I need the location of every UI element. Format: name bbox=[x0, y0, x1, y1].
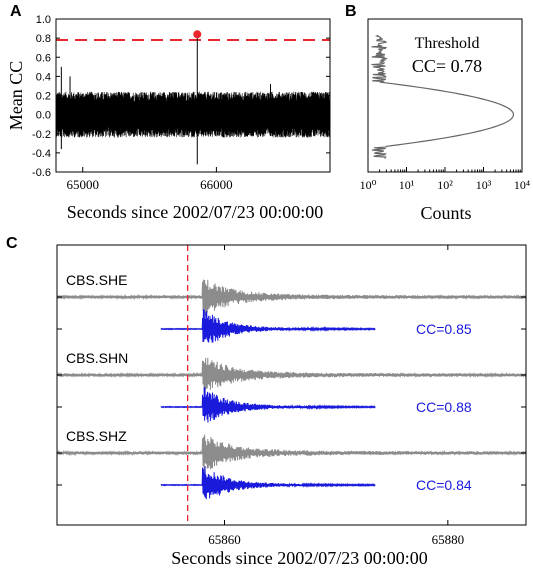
observed-trace bbox=[56, 279, 527, 316]
station-label: CBS.SHN bbox=[66, 350, 128, 366]
x-axis-ticks: 65000 66000 bbox=[66, 167, 233, 192]
panel-label-a: A bbox=[10, 3, 22, 20]
y-tick-label: -0.2 bbox=[32, 129, 51, 141]
x-axis-label: Seconds since 2002/07/23 00:00:00 bbox=[171, 548, 427, 568]
x-tick-label: 65860 bbox=[208, 532, 241, 547]
threshold-value: CC= 0.78 bbox=[412, 56, 482, 76]
y-tick-label: 0.0 bbox=[36, 110, 51, 122]
observed-trace bbox=[56, 434, 527, 473]
x-tick-label: 10³ bbox=[476, 178, 492, 192]
x-axis-label: Counts bbox=[420, 203, 471, 223]
y-tick-label: 0.2 bbox=[36, 91, 51, 103]
y-axis-ticks: 1.0 0.8 0.6 0.4 0.2 0.0 -0.2 -0.4 -0.6 bbox=[32, 14, 330, 179]
cc-spikes bbox=[60, 66, 272, 150]
x-tick-label: 65880 bbox=[432, 532, 465, 547]
x-axis-label: Seconds since 2002/07/23 00:00:00 bbox=[67, 202, 323, 222]
panel-c: 65860 65880 CBS.SHECC=0.85CBS.SHNCC=0.88C… bbox=[56, 244, 527, 568]
x-tick-label: 10⁴ bbox=[514, 178, 530, 192]
y-tick-label: 0.6 bbox=[36, 52, 51, 64]
station-label: CBS.SHE bbox=[66, 272, 127, 288]
cc-noise bbox=[55, 91, 331, 138]
template-trace bbox=[160, 309, 376, 343]
station-label: CBS.SHZ bbox=[66, 428, 127, 444]
y-tick-label: 0.4 bbox=[36, 71, 51, 83]
axis-ticks: 65860 65880 bbox=[57, 245, 526, 547]
waveform-traces bbox=[56, 279, 527, 500]
template-trace bbox=[160, 466, 376, 500]
cc-value-label: CC=0.85 bbox=[416, 321, 472, 337]
x-tick-label: 65000 bbox=[66, 177, 99, 192]
panel-a: 1.0 0.8 0.6 0.4 0.2 0.0 -0.2 -0.4 -0.6 65000 6600… bbox=[6, 14, 331, 222]
panel-label-c: C bbox=[6, 235, 18, 252]
x-tick-label: 10⁰ bbox=[360, 178, 377, 192]
y-tick-label: 1.0 bbox=[36, 14, 51, 26]
peak-marker bbox=[193, 30, 202, 39]
y-tick-label: -0.6 bbox=[32, 167, 51, 179]
y-axis-label: Mean CC bbox=[6, 61, 26, 131]
cc-value-label: CC=0.88 bbox=[416, 399, 472, 415]
y-tick-label: -0.4 bbox=[32, 148, 51, 160]
panel-b: 10⁰ 10¹ 10² 10³ 10⁴ Threshold CC= 0.78 Count… bbox=[360, 18, 530, 223]
x-axis-ticks: 10⁰ 10¹ 10² 10³ 10⁴ bbox=[360, 167, 530, 192]
trace-labels: CBS.SHE CC=0.85 CBS.SHN CC=0.88 CBS.SHZ CC=0.… bbox=[66, 272, 472, 493]
cc-value-label: CC=0.84 bbox=[416, 477, 472, 493]
cc-trace bbox=[55, 91, 331, 138]
x-tick-label: 10¹ bbox=[399, 178, 415, 192]
panel-label-b: B bbox=[345, 3, 357, 20]
observed-trace bbox=[56, 357, 527, 392]
y-tick-label: 0.8 bbox=[36, 33, 51, 45]
threshold-title: Threshold bbox=[415, 35, 480, 52]
histogram-curve bbox=[371, 34, 515, 159]
x-tick-label: 10² bbox=[437, 178, 453, 192]
template-trace bbox=[160, 387, 376, 423]
panel-c-frame bbox=[56, 244, 527, 526]
x-tick-label: 66000 bbox=[200, 177, 233, 192]
